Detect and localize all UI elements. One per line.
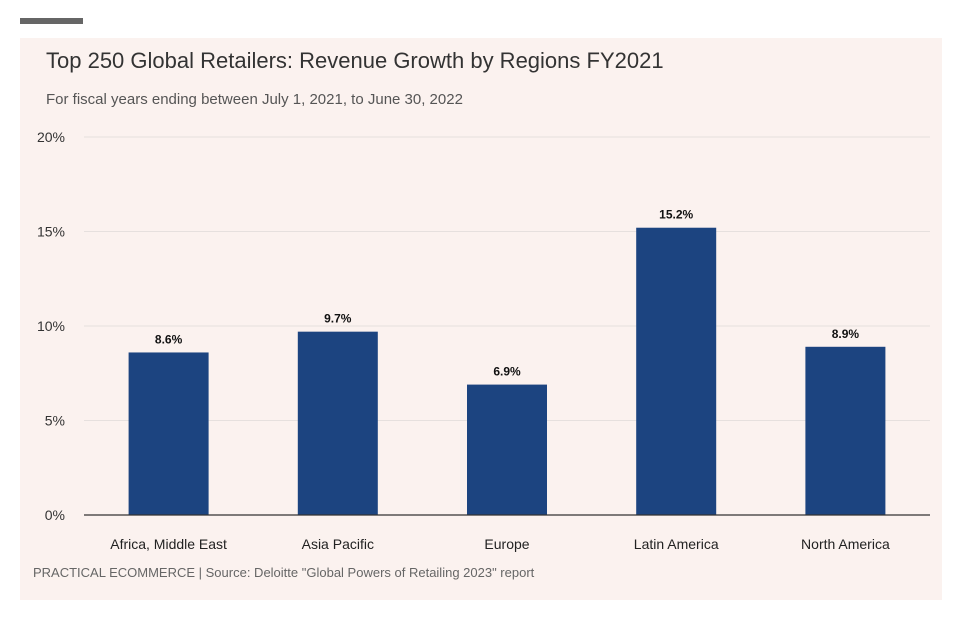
x-tick-label: Africa, Middle East (110, 536, 227, 552)
x-tick-label: Asia Pacific (302, 536, 374, 552)
chart-subtitle: For fiscal years ending between July 1, … (46, 91, 463, 108)
x-tick-label: Europe (484, 536, 529, 552)
y-tick-label: 5% (45, 413, 65, 429)
x-tick-label: Latin America (634, 536, 719, 552)
source-note: PRACTICAL ECOMMERCE | Source: Deloitte "… (33, 565, 535, 580)
data-label: 9.7% (324, 312, 352, 326)
data-label: 8.6% (155, 332, 183, 346)
y-tick-label: 20% (37, 129, 65, 145)
bar (636, 227, 717, 515)
x-tick-label: North America (801, 536, 890, 552)
bar (805, 346, 886, 515)
bar (297, 331, 378, 515)
bar (467, 384, 547, 515)
top-accent-bar (20, 18, 83, 24)
y-tick-label: 0% (45, 507, 65, 523)
data-label: 15.2% (659, 208, 693, 222)
data-label: 6.9% (493, 365, 521, 379)
y-tick-label: 10% (37, 318, 65, 334)
y-tick-label: 15% (37, 224, 65, 240)
data-label: 8.9% (832, 327, 860, 341)
bar (128, 352, 209, 515)
chart-title: Top 250 Global Retailers: Revenue Growth… (46, 48, 664, 73)
